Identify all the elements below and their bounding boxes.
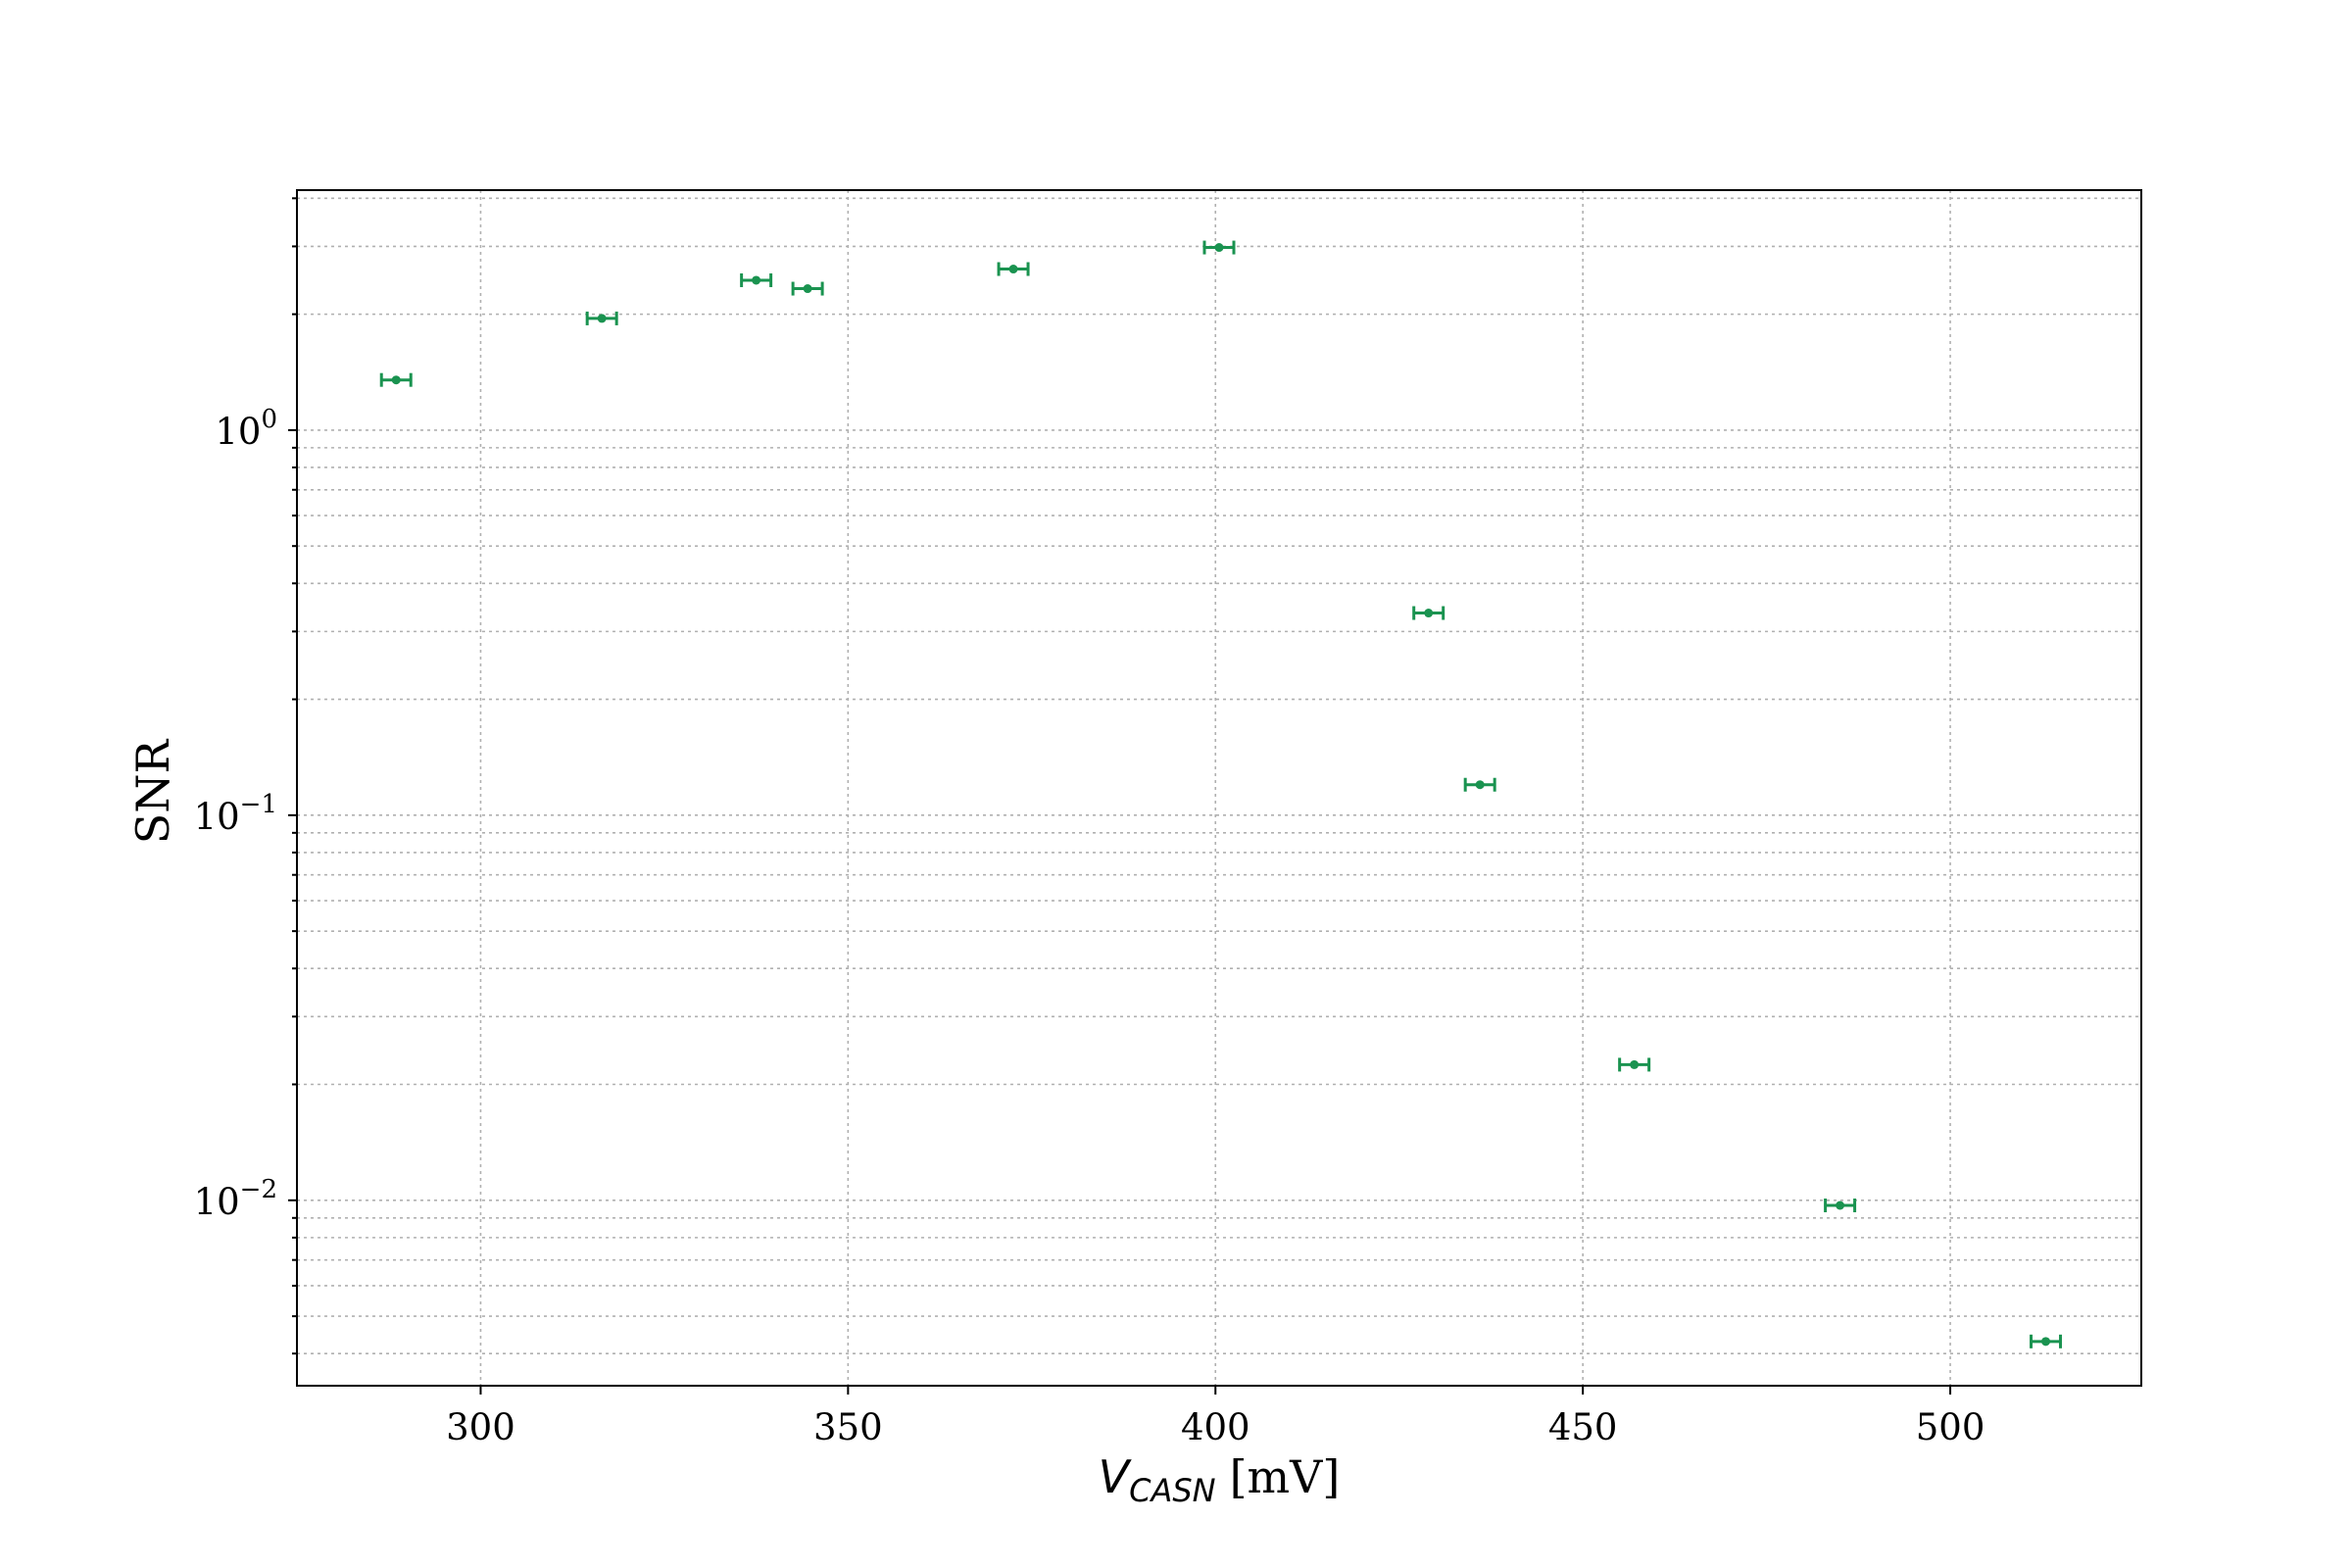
data-point-marker <box>597 314 607 323</box>
y-tick-label-base: 10 <box>215 411 261 453</box>
data-point <box>791 281 824 296</box>
x-tick-label: 450 <box>1548 1406 1618 1448</box>
data-point <box>1463 777 1496 792</box>
data-point-marker <box>1008 265 1018 274</box>
data-point <box>740 272 773 287</box>
y-axis-label: SNR <box>126 738 179 844</box>
data-point-marker <box>391 375 401 385</box>
y-tick-label: 10−1 <box>194 790 277 838</box>
plot-frame <box>296 189 2142 1387</box>
x-axis-label-unit: [mV] <box>1230 1450 1341 1503</box>
x-tick-label: 400 <box>1181 1406 1250 1448</box>
data-point-marker <box>1214 243 1224 253</box>
data-point-marker <box>1475 780 1485 790</box>
data-point <box>379 372 413 387</box>
data-point <box>585 311 618 325</box>
x-axis-label-main: V <box>1099 1450 1133 1503</box>
data-point <box>997 262 1030 276</box>
y-tick-label: 100 <box>215 405 277 453</box>
data-point-marker <box>1424 609 1434 618</box>
data-point <box>1202 240 1236 255</box>
data-point <box>1824 1198 1857 1212</box>
x-tick-label: 350 <box>813 1406 883 1448</box>
y-tick-label-exponent: 0 <box>261 405 277 434</box>
y-tick-label-exponent: −1 <box>240 790 277 819</box>
data-point-marker <box>752 275 761 285</box>
x-tick-label: 500 <box>1916 1406 1985 1448</box>
points-layer <box>379 240 2063 1348</box>
data-point-marker <box>803 284 812 294</box>
x-axis-label-subscript: CASN <box>1129 1472 1216 1509</box>
x-axis-label: VCASN [mV] <box>1099 1450 1341 1509</box>
y-tick-label: 10−2 <box>194 1175 277 1223</box>
y-tick-label-exponent: −2 <box>240 1175 277 1204</box>
data-point-marker <box>1836 1200 1845 1210</box>
data-point-marker <box>1630 1059 1640 1069</box>
y-tick-label-base: 10 <box>194 1181 240 1223</box>
data-point <box>1412 606 1446 620</box>
x-tick-label: 300 <box>446 1406 515 1448</box>
data-point <box>1618 1057 1651 1072</box>
data-point <box>2030 1334 2063 1348</box>
y-tick-label-base: 10 <box>194 796 240 838</box>
data-point-marker <box>2041 1337 2051 1347</box>
grid-layer <box>297 190 2141 1386</box>
